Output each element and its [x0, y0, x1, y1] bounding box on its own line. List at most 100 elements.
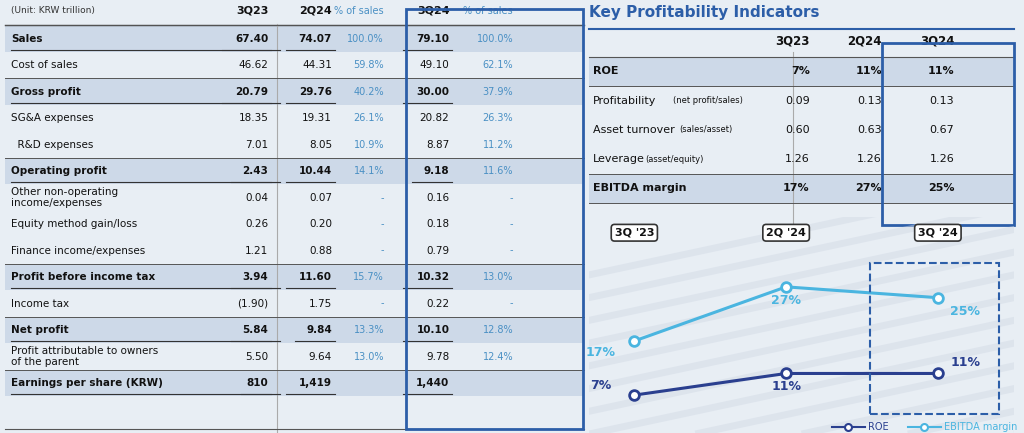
- Text: 10.10: 10.10: [417, 325, 450, 335]
- Text: EBITDA margin: EBITDA margin: [593, 183, 686, 194]
- Text: Cost of sales: Cost of sales: [11, 60, 78, 70]
- Text: 49.10: 49.10: [420, 60, 450, 70]
- Text: -: -: [381, 299, 384, 309]
- Text: 1,440: 1,440: [416, 378, 450, 388]
- Text: Gross profit: Gross profit: [11, 87, 81, 97]
- Text: 0.88: 0.88: [309, 246, 332, 255]
- Text: 74.07: 74.07: [299, 34, 332, 44]
- Text: 0.20: 0.20: [309, 219, 332, 229]
- Text: 2Q24: 2Q24: [299, 6, 332, 16]
- Text: 3Q '23: 3Q '23: [614, 228, 654, 238]
- Text: 9.84: 9.84: [306, 325, 332, 335]
- Text: 18.35: 18.35: [239, 113, 268, 123]
- Text: Profitability: Profitability: [593, 96, 656, 106]
- Text: 10.44: 10.44: [299, 166, 332, 176]
- Text: % of sales: % of sales: [464, 6, 513, 16]
- Text: 10.9%: 10.9%: [353, 139, 384, 150]
- Text: 1.75: 1.75: [309, 299, 332, 309]
- Text: 11%: 11%: [855, 66, 882, 76]
- Bar: [882, 43, 1014, 225]
- Text: (Unit: KRW trillion): (Unit: KRW trillion): [11, 6, 95, 15]
- Bar: [407, 9, 583, 429]
- Text: -: -: [381, 193, 384, 203]
- Text: 0.09: 0.09: [785, 96, 810, 106]
- Text: 1.26: 1.26: [857, 154, 882, 164]
- Text: 25%: 25%: [928, 183, 954, 194]
- Bar: [5, 78, 584, 105]
- Text: Sales: Sales: [11, 34, 42, 44]
- Text: (1.90): (1.90): [238, 299, 268, 309]
- Text: 25%: 25%: [950, 305, 980, 318]
- Text: 0.13: 0.13: [930, 96, 954, 106]
- Text: 9.18: 9.18: [424, 166, 450, 176]
- Text: 3Q24: 3Q24: [920, 34, 954, 47]
- Text: 2Q24: 2Q24: [848, 34, 882, 47]
- Text: Key Profitability Indicators: Key Profitability Indicators: [589, 4, 819, 19]
- Text: Income tax: Income tax: [11, 299, 69, 309]
- Text: 11.60: 11.60: [299, 272, 332, 282]
- Text: Leverage: Leverage: [593, 154, 645, 164]
- Text: 3Q '24: 3Q '24: [918, 228, 957, 238]
- Text: 27%: 27%: [855, 183, 882, 194]
- Bar: [869, 262, 998, 414]
- Text: 13.3%: 13.3%: [353, 325, 384, 335]
- Text: 5.50: 5.50: [245, 352, 268, 362]
- Text: 9.78: 9.78: [426, 352, 450, 362]
- Text: 8.05: 8.05: [309, 139, 332, 150]
- Text: R&D expenses: R&D expenses: [11, 139, 93, 150]
- Text: 12.4%: 12.4%: [482, 352, 513, 362]
- Text: 27%: 27%: [771, 294, 801, 307]
- Text: 26.3%: 26.3%: [482, 113, 513, 123]
- Text: 1.26: 1.26: [930, 154, 954, 164]
- Text: EBITDA margin: EBITDA margin: [944, 421, 1017, 432]
- Text: 46.62: 46.62: [239, 60, 268, 70]
- Text: 7%: 7%: [791, 66, 810, 76]
- Text: 0.22: 0.22: [426, 299, 450, 309]
- Text: 11.2%: 11.2%: [482, 139, 513, 150]
- Text: 40.2%: 40.2%: [353, 87, 384, 97]
- Text: 67.40: 67.40: [236, 34, 268, 44]
- Text: 2.43: 2.43: [243, 166, 268, 176]
- Text: 0.67: 0.67: [930, 125, 954, 135]
- Bar: [5, 317, 584, 343]
- Text: 3.94: 3.94: [243, 272, 268, 282]
- Text: 11.6%: 11.6%: [482, 166, 513, 176]
- Text: 5.84: 5.84: [243, 325, 268, 335]
- Text: ROE: ROE: [593, 66, 618, 76]
- Text: (sales/asset): (sales/asset): [679, 125, 732, 134]
- Text: SG&A expenses: SG&A expenses: [11, 113, 93, 123]
- Text: 1,419: 1,419: [299, 378, 332, 388]
- Text: -: -: [381, 246, 384, 255]
- Text: -: -: [510, 193, 513, 203]
- Bar: [589, 57, 1014, 86]
- Text: (asset/equity): (asset/equity): [646, 155, 705, 164]
- Text: 37.9%: 37.9%: [482, 87, 513, 97]
- Bar: [589, 174, 1014, 203]
- Text: 29.76: 29.76: [299, 87, 332, 97]
- Text: -: -: [510, 219, 513, 229]
- Text: Equity method gain/loss: Equity method gain/loss: [11, 219, 137, 229]
- Text: 17%: 17%: [783, 183, 810, 194]
- Text: 0.13: 0.13: [857, 96, 882, 106]
- Text: 0.18: 0.18: [426, 219, 450, 229]
- Text: 7.01: 7.01: [245, 139, 268, 150]
- Text: Finance income/expenses: Finance income/expenses: [11, 246, 145, 255]
- Text: 26.1%: 26.1%: [353, 113, 384, 123]
- Text: Operating profit: Operating profit: [11, 166, 106, 176]
- Text: 44.31: 44.31: [302, 60, 332, 70]
- Text: 17%: 17%: [586, 346, 616, 359]
- Text: 9.64: 9.64: [309, 352, 332, 362]
- Text: 810: 810: [247, 378, 268, 388]
- Text: 12.8%: 12.8%: [482, 325, 513, 335]
- Text: 3Q24: 3Q24: [417, 6, 450, 16]
- Text: 20.79: 20.79: [236, 87, 268, 97]
- Text: 3Q23: 3Q23: [236, 6, 268, 16]
- Text: Profit before income tax: Profit before income tax: [11, 272, 156, 282]
- Text: -: -: [510, 299, 513, 309]
- Bar: [5, 158, 584, 184]
- Text: 7%: 7%: [590, 379, 611, 392]
- Text: 15.7%: 15.7%: [353, 272, 384, 282]
- Text: 8.87: 8.87: [426, 139, 450, 150]
- Text: 20.82: 20.82: [420, 113, 450, 123]
- Text: Other non-operating
income/expenses: Other non-operating income/expenses: [11, 187, 118, 208]
